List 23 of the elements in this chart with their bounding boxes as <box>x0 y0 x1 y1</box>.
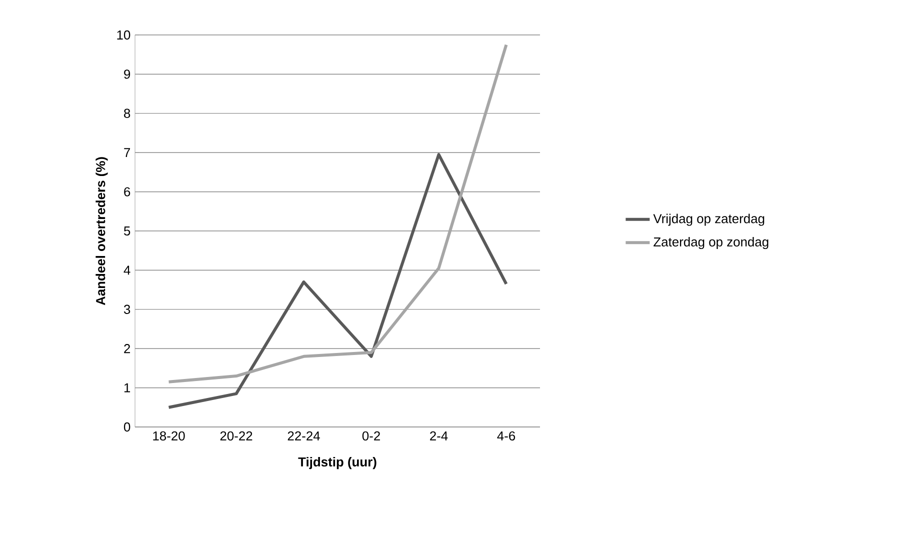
y-tick-label: 6 <box>124 187 130 196</box>
y-axis-title: Aandeel overtreders (%) <box>96 157 108 306</box>
y-tick-label: 1 <box>124 383 130 392</box>
x-tick-label: 22-24 <box>288 431 320 440</box>
line-series <box>167 153 508 409</box>
y-tick-label: 8 <box>124 108 130 118</box>
y-tick-label: 2 <box>124 344 130 354</box>
legend-label: Vrijdag op zaterdag <box>653 214 764 226</box>
y-tick-label: 5 <box>124 226 130 236</box>
legend-label: Zaterdag op zondag <box>654 236 768 250</box>
y-tick-label: 0 <box>124 422 130 432</box>
y-tick-label: 7 <box>124 148 130 158</box>
y-tick-label: 4 <box>124 266 130 275</box>
x-tick-label: 18-20 <box>153 431 185 440</box>
x-tick-label: 20-22 <box>220 431 252 440</box>
y-tick-label: 9 <box>124 70 130 79</box>
line-series <box>167 43 508 384</box>
x-tick-label: 0-2 <box>362 431 380 440</box>
y-tick-label: 10 <box>117 30 130 40</box>
x-tick-label: 4-6 <box>497 431 516 440</box>
x-tick-label: 2-4 <box>430 431 448 440</box>
y-tick-label: 3 <box>124 304 130 314</box>
x-axis-title: Tijdstip (uur) <box>298 457 376 470</box>
